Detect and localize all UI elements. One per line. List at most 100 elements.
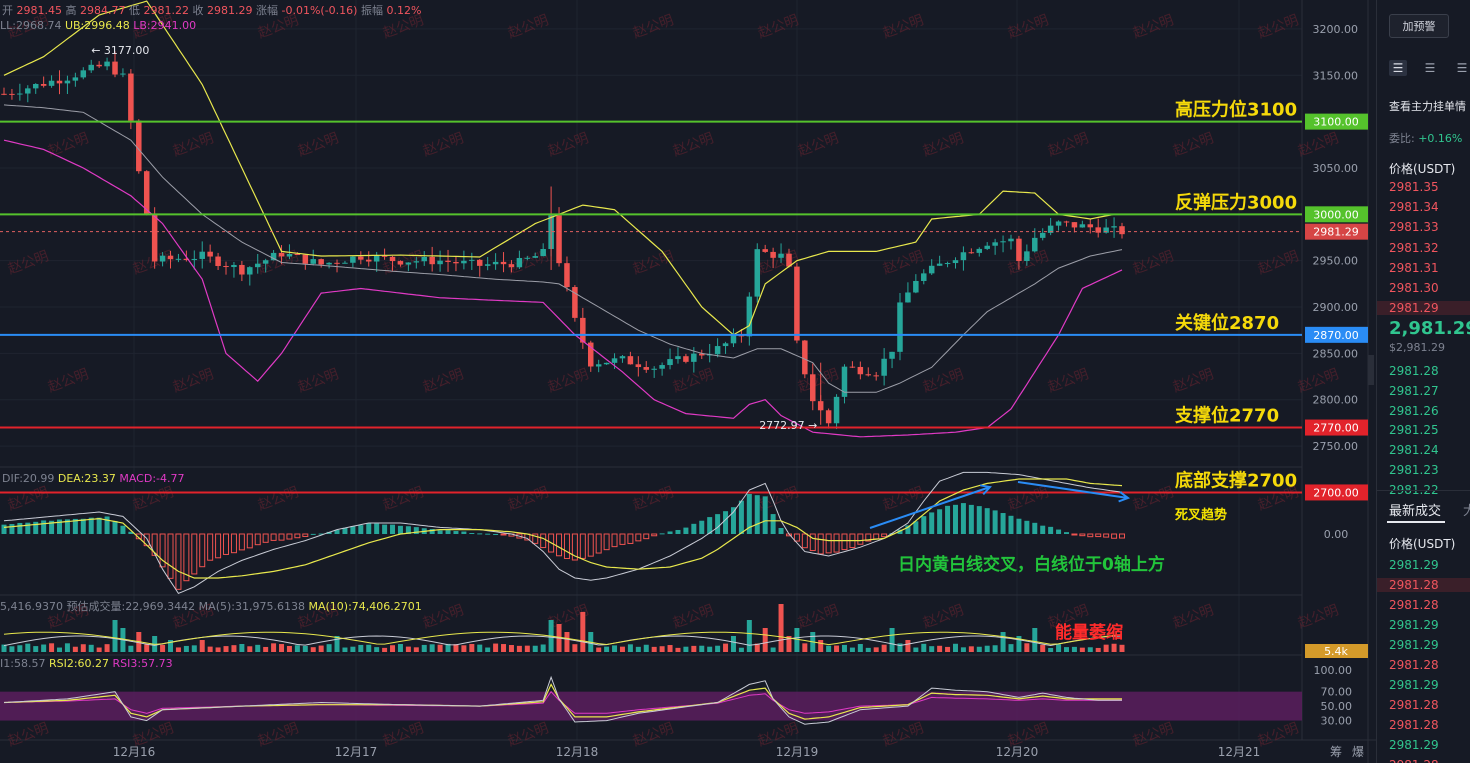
macd-bar bbox=[453, 531, 459, 534]
volume-bar bbox=[223, 646, 229, 652]
candle bbox=[905, 292, 911, 303]
x-tick: 12月17 bbox=[335, 745, 378, 759]
book-asks-icon[interactable]: ☰ bbox=[1456, 61, 1468, 75]
volume-bar bbox=[1008, 644, 1014, 652]
ask-row[interactable]: 2981.33 bbox=[1389, 220, 1439, 235]
rsi-header: I1:58.57 RSI2:60.27 RSI3:57.73 bbox=[0, 657, 173, 670]
macd-bar bbox=[699, 520, 705, 534]
ask-row[interactable]: 2981.34 bbox=[1389, 200, 1439, 215]
candle bbox=[516, 257, 523, 268]
bid-row[interactable]: 2981.24 bbox=[1389, 443, 1439, 458]
macd-bar bbox=[366, 523, 372, 534]
candle bbox=[9, 93, 15, 95]
volume-bar bbox=[477, 644, 483, 652]
macd-header: DIF:20.99 DEA:23.37 MACD:-4.77 bbox=[2, 472, 184, 485]
candle bbox=[159, 255, 166, 262]
price-chart[interactable]: 赵公明 赵公明 赵公明 赵公明 赵公明 赵公明 赵公明 赵公明 赵公明 赵公明 赵公明赵公明 赵公明赵… bbox=[0, 0, 1376, 763]
macd-bar bbox=[159, 533, 166, 568]
level-axis-tag bbox=[1305, 206, 1368, 223]
candle bbox=[231, 264, 237, 268]
macd-bar bbox=[96, 517, 102, 534]
candle bbox=[1087, 224, 1094, 228]
volume-bar bbox=[984, 645, 990, 652]
candle bbox=[358, 256, 364, 260]
macd-bar bbox=[1016, 518, 1022, 534]
candle bbox=[1103, 227, 1109, 233]
trades-tab-2[interactable]: 大 bbox=[1463, 500, 1470, 519]
macd-bar bbox=[841, 533, 848, 551]
ohlc-low-label: 低 bbox=[129, 4, 140, 17]
orderbook-sidebar: 加预警 ☰ ☰ ☰ 查看主力挂单情 委比: +0.16% 价格(USDT) 29… bbox=[1376, 0, 1470, 763]
trend-arrow-head bbox=[979, 484, 992, 496]
trade-row: 2981.29 bbox=[1389, 558, 1439, 572]
volume-bar bbox=[952, 643, 958, 652]
candle bbox=[825, 410, 832, 424]
add-alert-button[interactable]: 加预警 bbox=[1389, 14, 1449, 38]
bid-row[interactable]: 2981.28 bbox=[1389, 364, 1439, 378]
candle bbox=[278, 252, 285, 257]
volume-bar bbox=[1071, 646, 1077, 652]
candle bbox=[595, 364, 602, 367]
bid-row[interactable]: 2981.22 bbox=[1389, 482, 1439, 497]
ohlc-high-value: 2984.77 bbox=[80, 4, 126, 17]
volume-bar bbox=[255, 644, 261, 652]
ratio-label: 委比: bbox=[1389, 132, 1415, 145]
candle bbox=[191, 258, 198, 261]
volume-bar bbox=[25, 643, 31, 652]
volume-bar bbox=[421, 644, 427, 652]
volume-bar bbox=[992, 645, 998, 652]
ohlc-amp-value: 0.12% bbox=[386, 4, 422, 17]
candle bbox=[1063, 221, 1070, 223]
volume-bar bbox=[1111, 643, 1117, 652]
bid-row[interactable]: 2981.25 bbox=[1389, 423, 1439, 438]
bid-row[interactable]: 2981.23 bbox=[1389, 463, 1439, 477]
macd-dea-line bbox=[3, 478, 1123, 579]
volume-bar bbox=[350, 646, 356, 652]
ask-row[interactable]: 2981.35 bbox=[1389, 180, 1439, 194]
level-label: 高压力位3100 bbox=[1175, 99, 1297, 121]
candle bbox=[397, 261, 404, 265]
ask-row[interactable]: 2981.31 bbox=[1389, 260, 1439, 275]
orderbook-link[interactable]: 查看主力挂单情 bbox=[1389, 100, 1466, 113]
macd-bar bbox=[461, 531, 467, 534]
candle bbox=[603, 362, 610, 365]
candle bbox=[936, 263, 943, 266]
level-axis-value: 3100.00 bbox=[1313, 116, 1359, 129]
trades-tab[interactable]: 最新成交 bbox=[1389, 504, 1442, 519]
volume-bar bbox=[263, 646, 269, 652]
volume-bar bbox=[1119, 644, 1125, 652]
macd-bar bbox=[968, 504, 974, 534]
book-bids-icon[interactable]: ☰ bbox=[1424, 61, 1436, 75]
volume-bar bbox=[762, 628, 768, 652]
candle bbox=[318, 259, 324, 265]
bid-row[interactable]: 2981.27 bbox=[1389, 383, 1439, 398]
price-tick: 2800.00 bbox=[1313, 394, 1359, 407]
ask-row[interactable]: 2981.32 bbox=[1389, 240, 1439, 255]
ask-row[interactable]: 2981.29 bbox=[1377, 301, 1470, 316]
candle bbox=[714, 346, 721, 355]
macd-bar bbox=[603, 533, 610, 551]
candle bbox=[833, 396, 840, 424]
macd-bar bbox=[358, 525, 364, 534]
macd-bar bbox=[374, 523, 380, 534]
candle bbox=[532, 256, 538, 258]
candle bbox=[722, 343, 729, 347]
macd-bar bbox=[1032, 522, 1038, 534]
candle bbox=[88, 64, 94, 71]
macd-bar bbox=[215, 533, 222, 559]
ohlc-change-value: -0.01%(-0.16) bbox=[281, 4, 358, 17]
macd-bar bbox=[563, 533, 570, 559]
candle bbox=[849, 366, 856, 368]
boll-mid-line bbox=[3, 104, 1123, 393]
boll-ub: UB:2996.48 bbox=[64, 19, 130, 32]
ask-row[interactable]: 2981.30 bbox=[1389, 281, 1439, 295]
macd-bar bbox=[1024, 520, 1030, 534]
macd-bar bbox=[992, 510, 998, 534]
x-tick: 12月21 bbox=[1218, 745, 1261, 759]
bid-row[interactable]: 2981.26 bbox=[1389, 403, 1439, 418]
rsi-tick: 50.00 bbox=[1321, 700, 1353, 713]
macd-bar bbox=[809, 533, 816, 552]
volume-bar bbox=[72, 646, 78, 652]
macd-bar bbox=[881, 533, 888, 538]
book-both-icon[interactable]: ☰ bbox=[1389, 60, 1407, 76]
